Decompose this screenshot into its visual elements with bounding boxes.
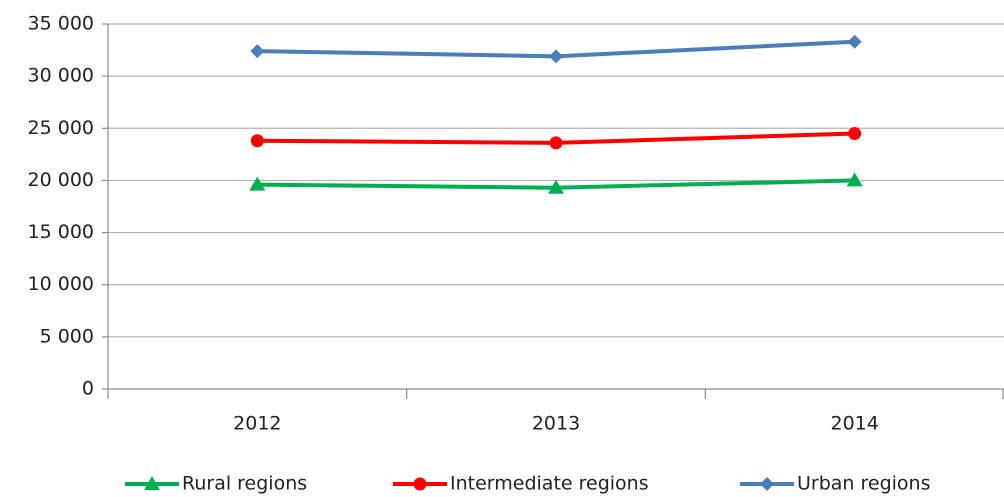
data-point — [549, 49, 563, 64]
y-tick-label: 30 000 — [28, 65, 94, 87]
x-tick-label: 2013 — [532, 413, 580, 435]
x-tick-label: 2014 — [830, 413, 878, 435]
legend-label: Rural regions — [182, 473, 307, 495]
data-point — [847, 34, 862, 49]
y-tick-label: 35 000 — [28, 13, 94, 35]
data-point — [250, 134, 264, 148]
y-tick-label: 25 000 — [28, 117, 94, 139]
data-point — [249, 176, 266, 191]
legend-label: Urban regions — [797, 473, 931, 495]
y-tick-label: 15 000 — [28, 221, 94, 243]
data-point — [846, 172, 863, 187]
legend-marker — [760, 477, 774, 491]
y-tick-label: 0 — [82, 378, 94, 400]
legend-marker — [413, 477, 427, 491]
legend-marker — [144, 476, 160, 490]
data-point — [250, 44, 265, 59]
legend-label: Intermediate regions — [450, 473, 649, 495]
y-tick-label: 5 000 — [40, 325, 94, 347]
x-tick-label: 2012 — [233, 413, 281, 435]
data-point — [549, 136, 563, 150]
y-tick-label: 10 000 — [28, 273, 94, 295]
y-tick-label: 20 000 — [28, 169, 94, 191]
data-point — [548, 179, 564, 194]
data-point — [848, 127, 862, 140]
